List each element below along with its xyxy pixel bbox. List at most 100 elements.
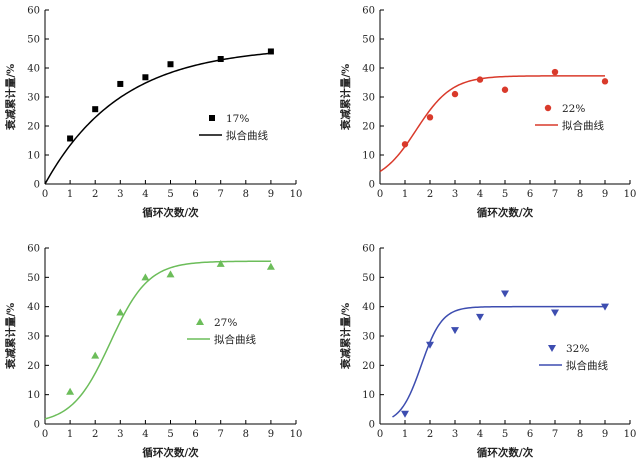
y-tick-label: 20 bbox=[362, 361, 375, 372]
x-tick-label: 7 bbox=[552, 429, 558, 440]
x-tick-label: 6 bbox=[192, 189, 198, 200]
chart-panel-4: 0 1 2 3 4 5 6 7 8 9 10 0 10 20 30 40 50 60 循环次数/次 衰减累计量/% 32… bbox=[339, 244, 636, 460]
x-tick-label: 4 bbox=[142, 189, 148, 200]
data-point bbox=[451, 90, 459, 98]
data-point bbox=[67, 135, 74, 142]
legend-marker bbox=[196, 318, 204, 325]
data-point bbox=[426, 114, 434, 121]
y-axis-title: 衰减累计量/% bbox=[339, 303, 352, 370]
data-point bbox=[217, 56, 224, 63]
legend-label: 27% bbox=[214, 317, 237, 329]
y-axis-title: 衰减累计量/% bbox=[4, 64, 17, 131]
legend-label: 拟合曲线 bbox=[214, 333, 256, 346]
legend-label: 拟合曲线 bbox=[226, 129, 268, 142]
data-point bbox=[501, 86, 509, 93]
x-tick-label: 10 bbox=[624, 429, 637, 440]
data-point bbox=[266, 262, 275, 270]
legend-marker bbox=[548, 345, 556, 352]
x-tick-label: 1 bbox=[402, 189, 408, 200]
chart-panel-3: 0 1 2 3 4 5 6 7 8 9 10 0 10 20 30 40 50 60 循环次数/次 衰减累计量/% 27… bbox=[4, 244, 302, 460]
x-tick-label: 1 bbox=[402, 429, 408, 440]
data-point bbox=[167, 61, 174, 68]
x-tick-label: 2 bbox=[427, 189, 433, 200]
x-tick-label: 7 bbox=[218, 429, 224, 440]
legend-marker bbox=[544, 104, 552, 112]
y-tick-label: 30 bbox=[27, 93, 40, 104]
y-tick-label: 60 bbox=[362, 6, 375, 17]
x-tick-label: 1 bbox=[67, 189, 73, 200]
fit-curve-line bbox=[44, 260, 271, 420]
x-tick-label: 3 bbox=[117, 429, 123, 440]
x-tick-label: 8 bbox=[243, 429, 249, 440]
x-tick-label: 0 bbox=[377, 189, 383, 200]
fit-curve-line bbox=[379, 75, 605, 173]
legend-label: 17% bbox=[226, 113, 249, 125]
y-axis-title: 衰减累计量/% bbox=[339, 64, 352, 131]
chart-panel-2: 0 1 2 3 4 5 6 7 8 9 10 0 10 20 30 40 50 60 循环次数/次 衰减累计量/% 22… bbox=[339, 6, 636, 220]
x-tick-label: 2 bbox=[427, 429, 433, 440]
fit-curve-line bbox=[44, 52, 271, 185]
data-point bbox=[91, 351, 100, 359]
y-tick-label: 30 bbox=[362, 332, 375, 343]
x-tick-label: 4 bbox=[477, 429, 483, 440]
x-tick-label: 3 bbox=[117, 189, 123, 200]
x-tick-label: 2 bbox=[92, 189, 98, 200]
x-tick-label: 10 bbox=[624, 189, 637, 200]
x-tick-label: 10 bbox=[290, 189, 303, 200]
y-tick-label: 10 bbox=[27, 151, 40, 162]
x-tick-label: 5 bbox=[167, 429, 173, 440]
y-tick-label: 40 bbox=[362, 302, 375, 313]
fit-curve-line bbox=[392, 305, 605, 418]
x-tick-label: 9 bbox=[268, 189, 274, 200]
y-tick-label: 0 bbox=[369, 420, 375, 431]
data-point bbox=[551, 68, 559, 76]
y-tick-label: 0 bbox=[34, 180, 40, 191]
x-tick-label: 7 bbox=[552, 189, 558, 200]
y-tick-label: 50 bbox=[362, 273, 375, 284]
data-point bbox=[601, 78, 609, 85]
x-axis-title: 循环次数/次 bbox=[142, 446, 199, 459]
x-tick-label: 2 bbox=[92, 429, 98, 440]
x-tick-label: 0 bbox=[42, 429, 48, 440]
y-tick-label: 20 bbox=[27, 361, 40, 372]
y-tick-label: 40 bbox=[27, 302, 40, 313]
data-point bbox=[267, 48, 274, 55]
y-tick-label: 60 bbox=[362, 244, 375, 255]
y-tick-label: 0 bbox=[34, 420, 40, 431]
legend-label: 拟合曲线 bbox=[566, 359, 608, 372]
x-axis-title: 循环次数/次 bbox=[142, 206, 199, 219]
y-tick-label: 10 bbox=[27, 390, 40, 401]
x-tick-label: 4 bbox=[142, 429, 148, 440]
x-tick-label: 6 bbox=[527, 189, 533, 200]
y-tick-label: 60 bbox=[27, 6, 40, 17]
data-point bbox=[401, 141, 409, 148]
legend-label: 拟合曲线 bbox=[562, 119, 604, 132]
x-tick-label: 9 bbox=[602, 429, 608, 440]
x-tick-label: 4 bbox=[477, 189, 483, 200]
y-tick-label: 20 bbox=[362, 122, 375, 133]
data-point bbox=[401, 410, 409, 418]
x-tick-label: 3 bbox=[452, 189, 458, 200]
y-axis-title: 衰减累计量/% bbox=[4, 303, 17, 370]
y-tick-label: 50 bbox=[27, 35, 40, 46]
y-tick-label: 10 bbox=[362, 390, 375, 401]
x-tick-label: 8 bbox=[243, 189, 249, 200]
data-point bbox=[216, 259, 225, 267]
data-point bbox=[476, 76, 484, 83]
x-tick-label: 0 bbox=[42, 189, 48, 200]
x-tick-label: 6 bbox=[527, 429, 533, 440]
x-tick-label: 9 bbox=[268, 429, 274, 440]
y-tick-label: 50 bbox=[27, 273, 40, 284]
data-point bbox=[451, 327, 459, 335]
legend-label: 22% bbox=[562, 103, 585, 115]
data-point bbox=[66, 387, 75, 395]
y-tick-label: 0 bbox=[369, 180, 375, 191]
y-tick-label: 10 bbox=[362, 151, 375, 162]
y-tick-label: 50 bbox=[362, 35, 375, 46]
data-point bbox=[116, 308, 125, 316]
data-point bbox=[141, 273, 150, 281]
data-point bbox=[601, 303, 609, 311]
legend-marker bbox=[209, 115, 215, 121]
